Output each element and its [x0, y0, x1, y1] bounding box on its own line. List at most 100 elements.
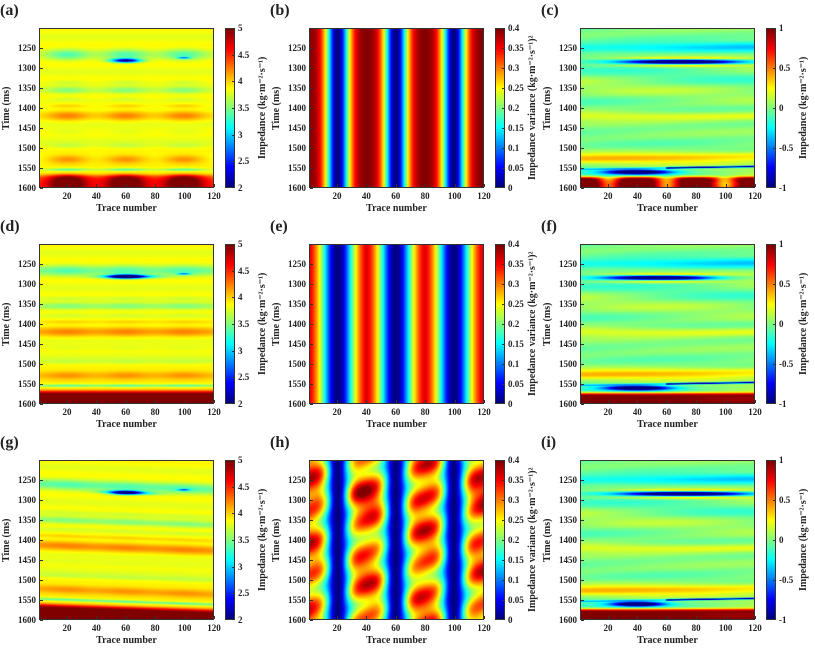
colorbar-gradient: [226, 29, 234, 187]
x-tick-label: 100: [718, 623, 733, 633]
colorbar-tick-mark: [773, 364, 775, 365]
colorbar-tick-mark: [232, 244, 234, 245]
colorbar-tick-mark: [232, 28, 234, 29]
colorbar-tick-mark: [232, 593, 234, 595]
x-tick-label: 120: [748, 623, 762, 633]
y-tick-mark: [40, 188, 43, 189]
colorbar-tick-mark: [502, 148, 504, 149]
x-tick-mark: [66, 616, 68, 619]
colorbar-tick-label: 0.25: [508, 299, 524, 309]
y-tick-mark: [40, 88, 43, 89]
colorbar-tick-mark: [502, 344, 504, 345]
colorbar-tick-mark: [232, 134, 234, 136]
colorbar-tick-mark: [232, 350, 234, 352]
panel-label: (d): [0, 218, 20, 235]
x-tick-mark: [637, 184, 639, 187]
x-tick-mark: [366, 616, 368, 619]
colorbar-tick-label: 1: [779, 455, 784, 465]
colorbar-tick-mark: [502, 364, 504, 365]
x-tick-mark: [96, 400, 98, 403]
x-axis-label: Trace number: [637, 203, 698, 214]
colorbar-label: Impedance (kg·m⁻²·s⁻¹): [257, 488, 268, 592]
colorbar-tick-label: 0.15: [508, 339, 524, 349]
colorbar-tick-mark: [232, 486, 234, 488]
x-tick-mark: [454, 184, 456, 187]
colorbar-tick-label: 0.15: [508, 123, 524, 133]
x-tick-label: 60: [662, 623, 672, 633]
y-tick-mark: [40, 480, 43, 481]
panel-label: (e): [270, 218, 288, 235]
x-tick-mark: [214, 616, 215, 619]
heatmap-plot: [309, 28, 484, 188]
y-tick-mark: [581, 600, 584, 601]
y-tick-mark: [40, 264, 43, 265]
x-axis-label: Trace number: [366, 635, 427, 646]
x-tick-label: 40: [361, 407, 371, 417]
colorbar-tick-mark: [502, 460, 504, 461]
x-tick-label: 80: [691, 623, 701, 633]
colorbar-tick-mark: [232, 270, 234, 272]
colorbar-tick-label: 0.3: [508, 63, 520, 73]
y-tick-label: 1400: [18, 319, 36, 329]
x-tick-label: 40: [632, 191, 642, 201]
colorbar-tick-label: 0.3: [508, 279, 520, 289]
y-tick-mark: [40, 108, 43, 109]
y-axis-label: Time (ms): [542, 86, 553, 130]
colorbar-gradient: [496, 461, 504, 619]
y-tick-label: 1450: [18, 555, 36, 565]
colorbar-tick-label: 4: [238, 76, 243, 87]
y-tick-mark: [581, 344, 584, 345]
x-tick-mark: [155, 616, 157, 619]
x-tick-mark: [755, 184, 756, 187]
y-tick-mark: [40, 500, 43, 501]
y-tick-label: 1350: [18, 515, 36, 525]
y-tick-label: 1550: [288, 379, 306, 389]
y-tick-label: 1300: [18, 495, 36, 505]
y-tick-label: 1250: [18, 475, 36, 485]
x-axis-label: Trace number: [96, 419, 157, 430]
colorbar-tick-label: 0.35: [508, 475, 524, 485]
colorbar-tick-mark: [773, 500, 775, 501]
x-tick-label: 80: [150, 407, 160, 417]
y-tick-label: 1300: [18, 63, 36, 73]
y-tick-mark: [40, 404, 43, 405]
y-axis-label: Time (ms): [271, 86, 282, 130]
colorbar-tick-label: 0.5: [779, 495, 791, 505]
y-tick-mark: [310, 188, 313, 189]
x-tick-mark: [484, 184, 485, 187]
x-axis-label: Trace number: [96, 635, 157, 646]
colorbar-tick-label: 4: [238, 292, 243, 303]
x-tick-label: 20: [603, 191, 613, 201]
y-axis-label: Time (ms): [542, 302, 553, 346]
colorbar-tick-label: 0.2: [508, 319, 520, 329]
y-tick-label: 1550: [288, 595, 306, 605]
heatmap-plot: [309, 460, 484, 620]
y-tick-mark: [40, 580, 43, 581]
y-tick-label: 1300: [288, 495, 306, 505]
x-tick-mark: [725, 400, 727, 403]
y-tick-mark: [310, 520, 313, 521]
x-tick-label: 20: [603, 407, 613, 417]
y-tick-label: 1550: [18, 163, 36, 173]
colorbar-tick-label: 3: [238, 561, 243, 572]
x-tick-mark: [155, 184, 157, 187]
y-tick-label: 1550: [18, 379, 36, 389]
colorbar-tick-label: -1: [779, 399, 787, 409]
panel-label: (g): [0, 434, 19, 451]
y-tick-mark: [40, 148, 43, 149]
colorbar-gradient: [226, 245, 234, 403]
x-tick-label: 40: [632, 623, 642, 633]
colorbar-tick-mark: [232, 377, 234, 379]
x-axis-label: Trace number: [366, 419, 427, 430]
heatmap-plot: [39, 244, 214, 404]
colorbar-tick-label: 1: [779, 23, 784, 33]
colorbar-tick-mark: [232, 161, 234, 163]
y-tick-label: 1600: [559, 183, 577, 193]
colorbar-tick-label: 0.25: [508, 515, 524, 525]
colorbar-tick-mark: [502, 68, 504, 69]
y-tick-mark: [40, 520, 43, 521]
y-tick-label: 1400: [559, 319, 577, 329]
colorbar-tick-label: -0.5: [779, 143, 794, 153]
heatmap-cells: [40, 461, 213, 619]
colorbar-tick-label: 0.1: [508, 143, 520, 153]
